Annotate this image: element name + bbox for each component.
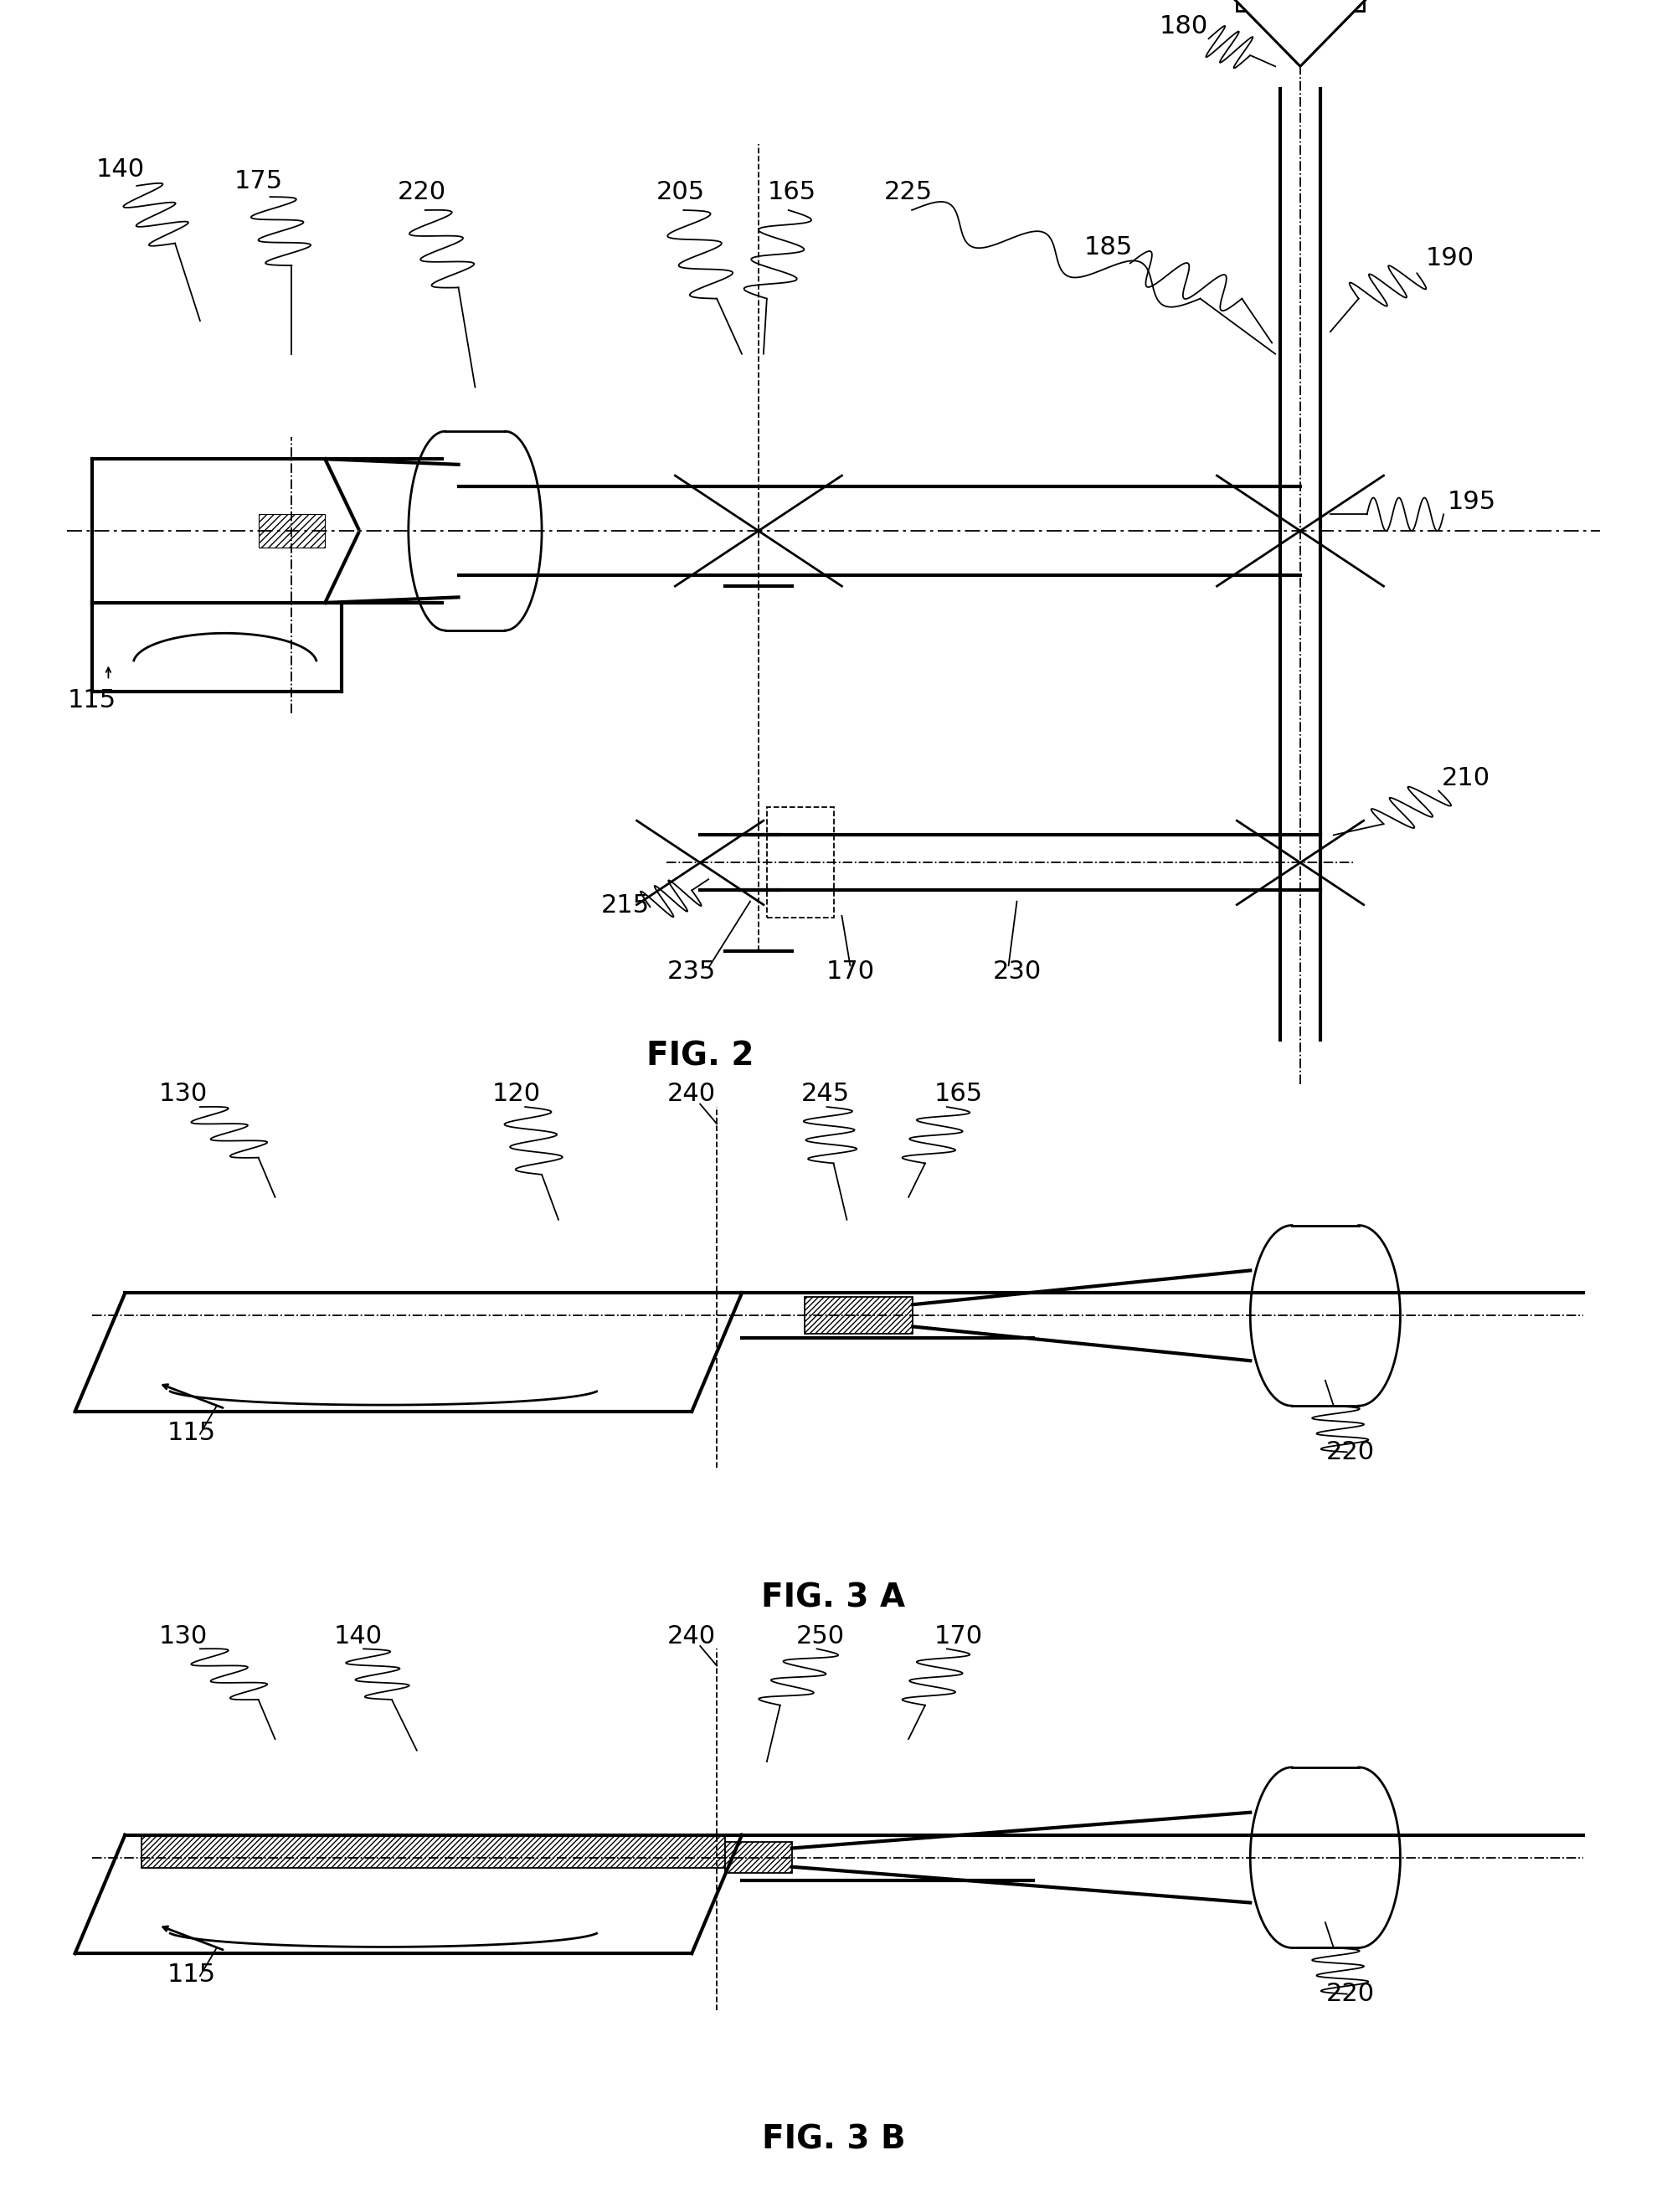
Text: 220: 220 (1325, 1982, 1375, 2006)
Text: 115: 115 (67, 688, 117, 712)
Text: 245: 245 (800, 1082, 850, 1106)
Text: 215: 215 (600, 894, 650, 918)
Text: 235: 235 (667, 960, 717, 984)
Bar (1237, 0, 1364, 11)
Text: 205: 205 (655, 179, 705, 204)
Text: 190: 190 (1425, 246, 1474, 270)
Bar (805, 1296, 914, 1334)
Text: 130: 130 (158, 1624, 208, 1648)
Text: 185: 185 (1084, 234, 1134, 259)
Text: 120: 120 (492, 1082, 542, 1106)
Text: FIG. 2: FIG. 2 (647, 1040, 753, 1073)
Text: 165: 165 (767, 179, 817, 204)
Bar (142, 1836, 725, 1867)
Bar (258, 513, 325, 546)
Text: 240: 240 (667, 1624, 717, 1648)
Text: 230: 230 (992, 960, 1042, 984)
Text: 195: 195 (1447, 489, 1495, 513)
Text: 140: 140 (95, 157, 145, 181)
Text: 240: 240 (667, 1082, 717, 1106)
Text: 175: 175 (233, 168, 283, 192)
Text: 210: 210 (1442, 765, 1490, 790)
Text: 115: 115 (167, 1420, 217, 1444)
Text: FIG. 3 B: FIG. 3 B (762, 2124, 905, 2154)
Text: 165: 165 (934, 1082, 984, 1106)
Text: 115: 115 (167, 1962, 217, 1986)
Text: 225: 225 (884, 179, 934, 204)
Text: 170: 170 (825, 960, 875, 984)
Text: 220: 220 (397, 179, 447, 204)
Text: FIG. 3 A: FIG. 3 A (762, 1582, 905, 1613)
Text: 220: 220 (1325, 1440, 1375, 1464)
Bar (725, 1843, 792, 1874)
Text: 180: 180 (1159, 13, 1209, 38)
Text: 140: 140 (333, 1624, 383, 1648)
Polygon shape (1192, 0, 1409, 66)
Text: 170: 170 (934, 1624, 984, 1648)
Bar (767, 807, 834, 918)
Text: 250: 250 (795, 1624, 845, 1648)
Text: 130: 130 (158, 1082, 208, 1106)
